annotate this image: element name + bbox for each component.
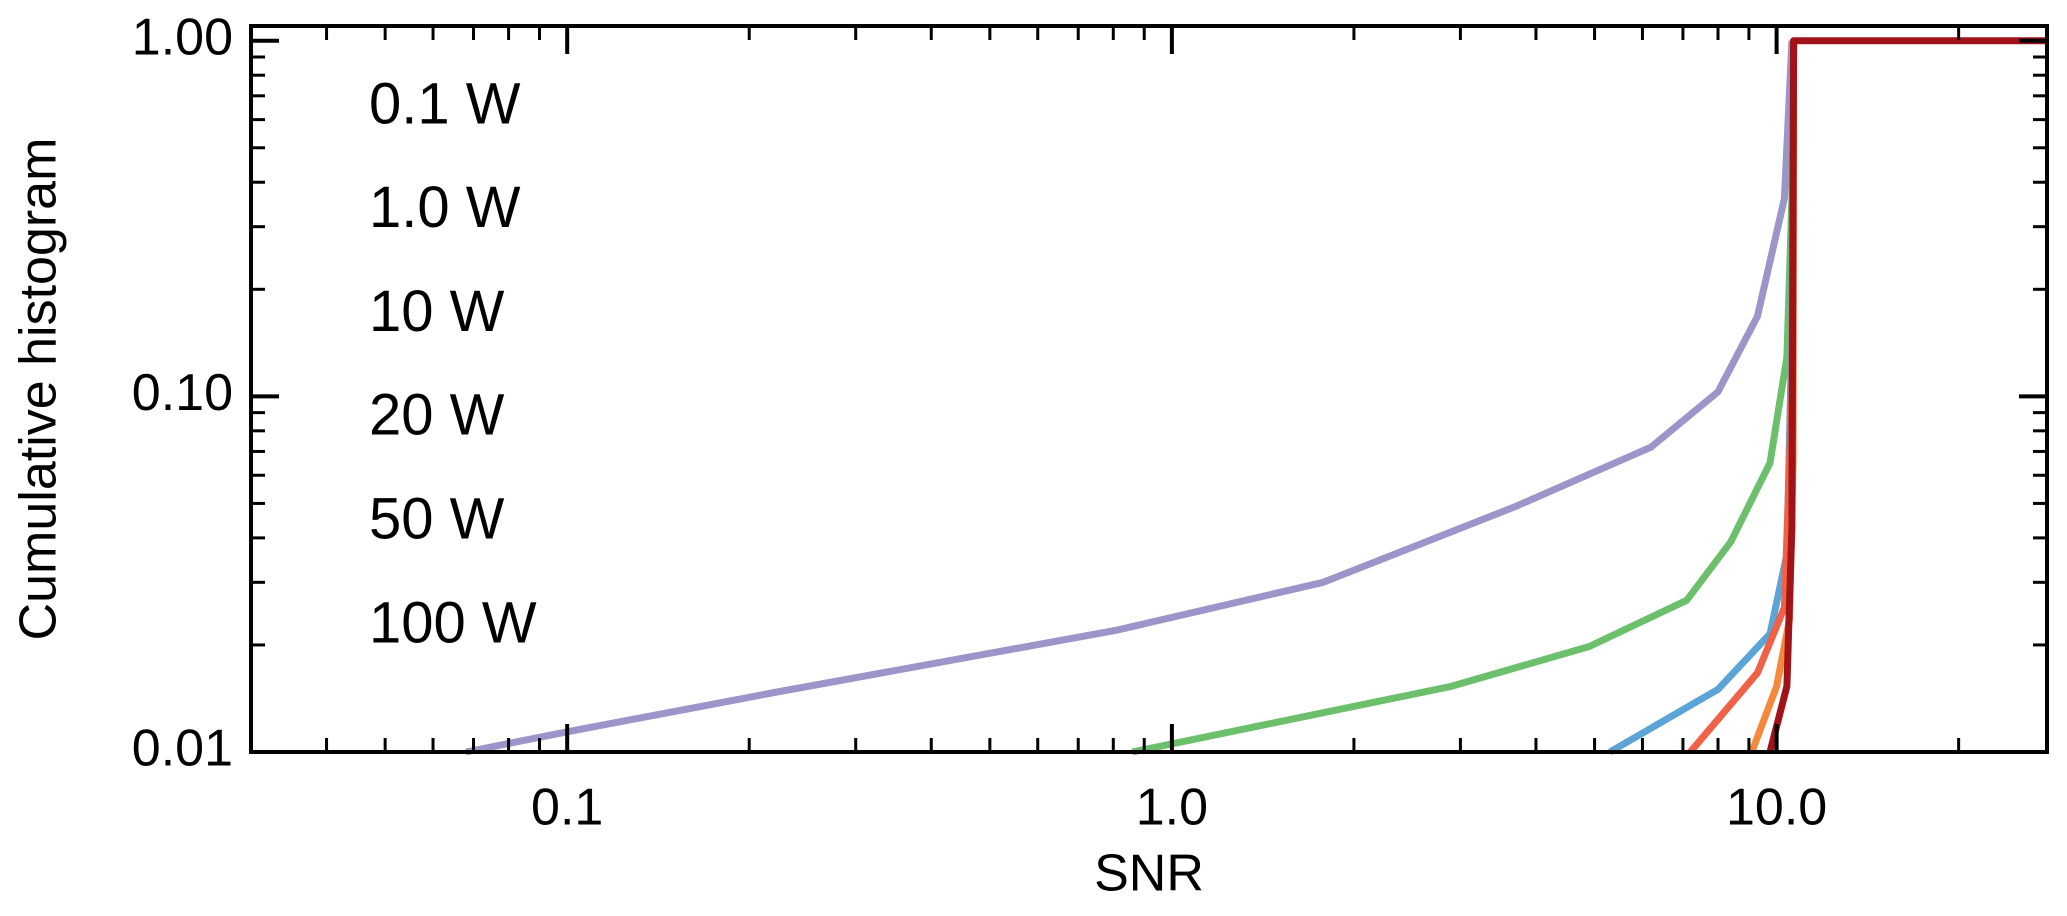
x-tick-label: 1.0 [1136, 779, 1208, 837]
x-tick-label: 0.1 [531, 779, 603, 837]
legend-entry: 20 W [369, 383, 505, 448]
series-line [1131, 40, 1797, 756]
legend-entry: 100 W [369, 590, 537, 655]
legend-entry: 1.0 W [369, 175, 521, 240]
x-axis-label: SNR [1094, 845, 1204, 903]
y-tick-label: 0.10 [132, 364, 233, 422]
x-tick-label: 10.0 [1726, 779, 1827, 837]
legend-entry: 0.1 W [369, 71, 521, 136]
y-tick-label: 0.01 [132, 720, 233, 778]
legend-entry: 50 W [369, 487, 505, 552]
series-line [465, 40, 1796, 756]
series-line [1766, 37, 2047, 753]
y-tick-label: 1.00 [132, 8, 233, 66]
legend-entry: 10 W [369, 279, 505, 344]
y-axis-label: Cumulative histogram [10, 138, 68, 641]
plot-frame [249, 24, 2049, 754]
